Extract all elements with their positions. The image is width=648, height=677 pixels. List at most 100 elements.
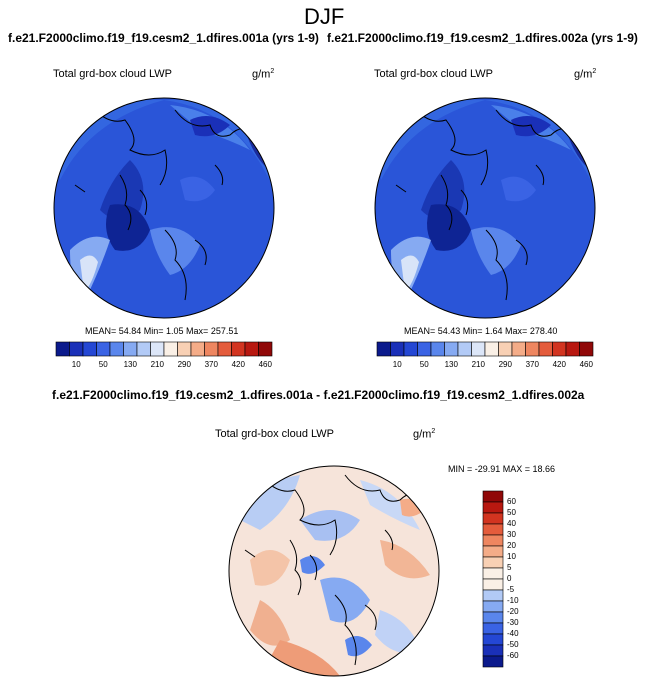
colorbar-swatch — [69, 341, 84, 357]
colorbar-swatch — [482, 501, 504, 514]
diff-units: g/m2 — [413, 428, 436, 441]
colorbar-swatch — [258, 341, 273, 357]
diff-polar-map — [229, 466, 439, 676]
colorbar-swatch — [565, 341, 580, 357]
colorbar-swatch — [525, 341, 540, 357]
colorbar-tick-label: 30 — [507, 530, 516, 539]
right-colorbar-labels: 10 50 130 210 290 370 420 460 — [377, 360, 593, 372]
left-variable-label: Total grd-box cloud LWP — [53, 68, 173, 80]
colorbar-tick-label: 60 — [507, 497, 516, 506]
colorbar-swatch — [417, 341, 432, 357]
colorbar-swatch — [482, 611, 504, 624]
left-colorbar — [55, 341, 273, 357]
colorbar-swatch — [376, 341, 391, 357]
left-units: g/m2 — [252, 68, 275, 81]
colorbar-swatch — [482, 633, 504, 646]
colorbar-swatch — [444, 341, 459, 357]
colorbar-swatch — [177, 341, 192, 357]
colorbar-tick-label: -40 — [507, 629, 519, 638]
colorbar-tick-label: -20 — [507, 607, 519, 616]
colorbar-tick-label: 130 — [444, 360, 458, 369]
colorbar-swatch — [190, 341, 205, 357]
left-stats: MEAN= 54.84 Min= 1.05 Max= 257.51 — [85, 326, 239, 336]
colorbar-swatch — [96, 341, 111, 357]
left-coastlines — [74, 109, 261, 301]
colorbar-tick-label: 50 — [507, 508, 516, 517]
right-polar-map — [375, 98, 595, 318]
colorbar-swatch — [457, 341, 472, 357]
right-colorbar — [376, 341, 594, 357]
colorbar-tick-label: 290 — [177, 360, 191, 369]
colorbar-tick-label: 10 — [392, 360, 402, 369]
diff-case-title: f.e21.F2000climo.f19_f19.cesm2_1.dfires.… — [52, 388, 585, 402]
colorbar-tick-label: 50 — [98, 360, 108, 369]
colorbar-swatch — [482, 545, 504, 558]
colorbar-swatch — [482, 523, 504, 536]
colorbar-swatch — [204, 341, 219, 357]
left-map-border — [53, 97, 275, 319]
right-variable-label: Total grd-box cloud LWP — [374, 68, 494, 80]
colorbar-tick-label: 290 — [498, 360, 512, 369]
diff-stats: MIN = -29.91 MAX = 18.66 — [448, 464, 556, 474]
colorbar-swatch — [482, 655, 504, 668]
colorbar-tick-label: 10 — [507, 552, 516, 561]
colorbar-tick-label: 10 — [71, 360, 81, 369]
colorbar-swatch — [136, 341, 151, 357]
colorbar-tick-label: 40 — [507, 519, 516, 528]
diff-variable-label: Total grd-box cloud LWP — [215, 428, 335, 440]
colorbar-tick-label: 130 — [123, 360, 137, 369]
colorbar-tick-label: 210 — [150, 360, 164, 369]
colorbar-swatch — [498, 341, 513, 357]
colorbar-swatch — [82, 341, 97, 357]
colorbar-swatch — [150, 341, 165, 357]
left-colorbar-labels: 10 50 130 210 290 370 420 460 — [56, 360, 272, 372]
colorbar-tick-label: 0 — [507, 574, 512, 583]
colorbar-swatch — [482, 622, 504, 635]
colorbar-swatch — [482, 567, 504, 580]
colorbar-swatch — [552, 341, 567, 357]
colorbar-swatch — [482, 644, 504, 657]
colorbar-tick-label: 5 — [507, 563, 512, 572]
colorbar-swatch — [471, 341, 486, 357]
colorbar-tick-label: 210 — [471, 360, 485, 369]
diff-colorbar — [482, 490, 504, 668]
colorbar-swatch — [484, 341, 499, 357]
diff-map-border — [228, 465, 440, 677]
right-map-border — [374, 97, 596, 319]
colorbar-swatch — [390, 341, 405, 357]
colorbar-swatch — [538, 341, 553, 357]
colorbar-swatch — [430, 341, 445, 357]
season-title: DJF — [304, 4, 345, 29]
left-case-title: f.e21.F2000climo.f19_f19.cesm2_1.dfires.… — [8, 31, 319, 45]
diff-colorbar-labels: 60 50 40 30 20 10 5 0 -5 -10 -20 -30 -40 -50 -60 — [507, 491, 537, 667]
colorbar-tick-label: -60 — [507, 651, 519, 660]
colorbar-swatch — [482, 578, 504, 591]
colorbar-tick-label: 420 — [552, 360, 566, 369]
colorbar-swatch — [55, 341, 70, 357]
colorbar-tick-label: -30 — [507, 618, 519, 627]
colorbar-swatch — [482, 512, 504, 525]
colorbar-tick-label: 50 — [419, 360, 429, 369]
colorbar-tick-label: -50 — [507, 640, 519, 649]
colorbar-tick-label: 370 — [204, 360, 218, 369]
colorbar-tick-label: -5 — [507, 585, 515, 594]
colorbar-swatch — [244, 341, 259, 357]
right-stats: MEAN= 54.43 Min= 1.64 Max= 278.40 — [404, 326, 558, 336]
colorbar-swatch — [482, 589, 504, 602]
colorbar-tick-label: 370 — [525, 360, 539, 369]
colorbar-swatch — [123, 341, 138, 357]
colorbar-swatch — [482, 556, 504, 569]
colorbar-tick-label: 460 — [579, 360, 593, 369]
colorbar-swatch — [482, 534, 504, 547]
colorbar-tick-label: 460 — [258, 360, 272, 369]
colorbar-swatch — [109, 341, 124, 357]
colorbar-swatch — [217, 341, 232, 357]
left-polar-map — [54, 98, 274, 318]
colorbar-swatch — [482, 600, 504, 613]
colorbar-swatch — [231, 341, 246, 357]
colorbar-tick-label: -10 — [507, 596, 519, 605]
colorbar-swatch — [403, 341, 418, 357]
colorbar-swatch — [163, 341, 178, 357]
colorbar-swatch — [579, 341, 594, 357]
